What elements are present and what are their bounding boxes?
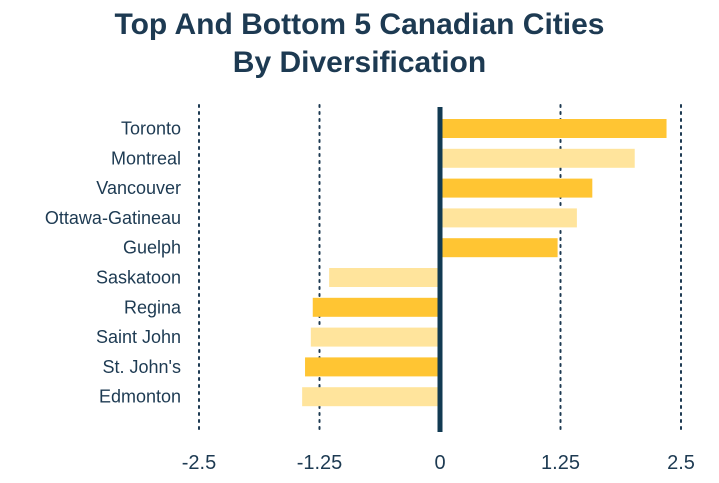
category-label: Saint John: [96, 327, 181, 347]
x-tick-labels: -2.5 -1.25 0 1.25 2.5: [182, 452, 695, 474]
bar-edmonton: [302, 387, 440, 407]
bar-regina: [312, 297, 440, 317]
bar-vancouver: [440, 178, 593, 198]
category-label: Edmonton: [99, 387, 181, 407]
category-label: Vancouver: [96, 178, 181, 198]
category-label: Toronto: [121, 119, 181, 139]
chart-title-line-2: By Diversification: [232, 46, 487, 79]
category-label: Guelph: [123, 238, 181, 258]
category-labels: Toronto Montreal Vancouver Ottawa-Gatineau G…: [45, 119, 182, 407]
category-label: St. John's: [103, 357, 181, 377]
bar-guelph: [440, 238, 558, 258]
x-tick-label: 2.5: [667, 452, 695, 474]
x-tick-label: 1.25: [541, 452, 580, 474]
x-tick-label: 0: [434, 452, 445, 474]
x-tick-label: -2.5: [182, 452, 216, 474]
bar-saskatoon: [329, 268, 440, 287]
chart-title: Top And Bottom 5 Canadian Cities By Dive…: [0, 6, 719, 82]
bar-ottawa-gatineau: [440, 208, 577, 228]
x-tick-label: -1.25: [297, 452, 343, 474]
category-label: Saskatoon: [96, 268, 181, 288]
bars: [302, 119, 667, 407]
bar-st-john-s: [305, 357, 440, 377]
category-label: Regina: [124, 297, 182, 317]
bar-montreal: [440, 148, 635, 168]
bar-saint-john: [310, 327, 440, 347]
gridlines: [198, 104, 682, 433]
chart-title-line-1: Top And Bottom 5 Canadian Cities: [114, 8, 605, 41]
category-label: Montreal: [111, 148, 181, 168]
category-label: Ottawa-Gatineau: [45, 208, 181, 228]
bar-toronto: [440, 119, 667, 138]
